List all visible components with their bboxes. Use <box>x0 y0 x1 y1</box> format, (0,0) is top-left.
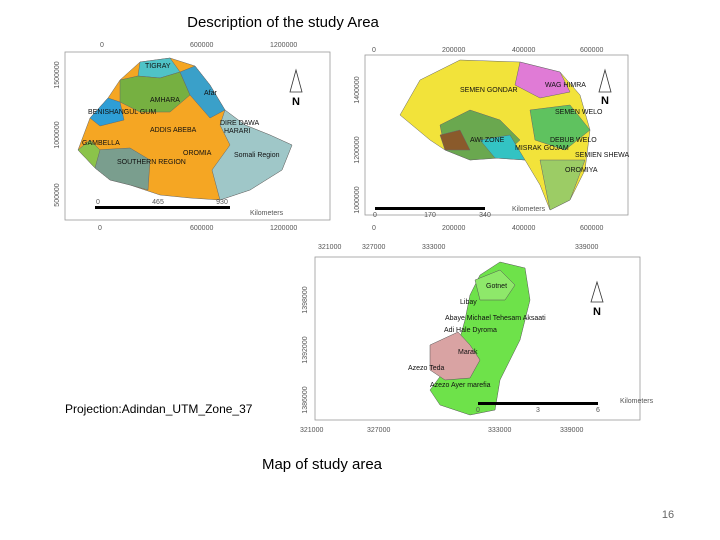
coordinate-label: 1200000 <box>270 42 297 49</box>
coordinate-label: 0 <box>100 42 104 49</box>
scale-label: 0 <box>476 407 480 414</box>
region-label: Abaye Michael Tehesam Aksaati <box>445 315 546 322</box>
coordinate-label: 1392000 <box>302 336 309 363</box>
scale-unit: Kilometers <box>512 206 546 213</box>
region-label: WAG HIMRA <box>545 82 586 89</box>
map-region <box>375 59 612 211</box>
region-label: SEMIEN SHEWA <box>575 152 630 159</box>
north-arrow-label: N <box>601 95 609 107</box>
coordinate-label: 1200000 <box>270 225 297 232</box>
coordinate-label: 1200000 <box>354 136 361 163</box>
coordinate-label: 1398000 <box>302 286 309 313</box>
region-label: OROMIYA <box>565 167 598 174</box>
coordinate-label: 400000 <box>512 225 535 232</box>
region-label: Marak <box>458 349 478 356</box>
coordinate-label: 1000000 <box>54 121 61 148</box>
coordinate-label: 600000 <box>580 47 603 54</box>
scale-label: 170 <box>424 212 436 219</box>
scale-label: 465 <box>152 199 164 206</box>
region-label: BENISHANGUL GUM <box>88 109 156 116</box>
region-label: GAMBELLA <box>82 140 120 147</box>
coordinate-label: 321000 <box>300 427 323 434</box>
region-label: DIRE DAWA <box>220 120 259 127</box>
scale-label: 930 <box>216 199 228 206</box>
scale-label: 0 <box>373 212 377 219</box>
region-label: DEBUB WELO <box>550 137 597 144</box>
coordinate-label: 0 <box>98 225 102 232</box>
region-label: Somali Region <box>234 152 280 159</box>
region-label: Libay <box>460 299 477 306</box>
coordinate-label: 600000 <box>190 42 213 49</box>
region-label: AMHARA <box>150 97 180 104</box>
coordinate-label: 333000 <box>422 244 445 251</box>
region-label: MISRAK GOJAM <box>515 145 569 152</box>
coordinate-label: 339000 <box>575 244 598 251</box>
scale-unit: Kilometers <box>620 398 654 405</box>
region-label: SOUTHERN REGION <box>117 159 186 166</box>
scale-label: 0 <box>96 199 100 206</box>
region-label: AWI ZONE <box>470 137 505 144</box>
coordinate-label: 327000 <box>362 244 385 251</box>
coordinate-label: 600000 <box>580 225 603 232</box>
map-study-area <box>429 261 604 416</box>
north-arrow-label: N <box>292 96 300 108</box>
coordinate-label: 1400000 <box>354 76 361 103</box>
coordinate-label: 1000000 <box>354 186 361 213</box>
region-label: Azezo Ayer marefia <box>430 382 491 389</box>
coordinate-label: 1386000 <box>302 386 309 413</box>
region-label: HARARI <box>224 128 251 135</box>
coordinate-label: 321000 <box>318 244 341 251</box>
coordinate-label: 600000 <box>190 225 213 232</box>
coordinate-label: 200000 <box>442 47 465 54</box>
figure-caption: Map of study area <box>262 456 383 473</box>
region-label: Afar <box>204 90 218 97</box>
map-ethiopia <box>77 57 303 209</box>
coordinate-label: 200000 <box>442 225 465 232</box>
coordinate-label: 0 <box>372 47 376 54</box>
scale-label: 340 <box>479 212 491 219</box>
scale-label: 3 <box>536 407 540 414</box>
slide-title: Description of the study Area <box>187 14 379 31</box>
region-label: Azezo Teda <box>408 365 445 372</box>
coordinate-label: 333000 <box>488 427 511 434</box>
scale-label: 6 <box>596 407 600 414</box>
region-label: Gotnet <box>486 283 507 290</box>
region-label: SEMEN WELO <box>555 109 603 116</box>
coordinate-label: 1500000 <box>54 61 61 88</box>
page-number: 16 <box>662 509 674 521</box>
scale-unit: Kilometers <box>250 210 284 217</box>
region-label: ADDIS ABEBA <box>150 127 197 134</box>
region-label: TIGRAY <box>145 63 171 70</box>
region-label: Adi Hale Dyroma <box>444 327 497 334</box>
coordinate-label: 400000 <box>512 47 535 54</box>
projection-note: Projection:Adindan_UTM_Zone_37 <box>65 402 253 416</box>
region-label: SEMEN GONDAR <box>460 87 518 94</box>
coordinate-label: 0 <box>372 225 376 232</box>
north-arrow-label: N <box>593 306 601 318</box>
coordinate-label: 500000 <box>54 183 61 206</box>
coordinate-label: 339000 <box>560 427 583 434</box>
coordinate-label: 327000 <box>367 427 390 434</box>
region-label: OROMIA <box>183 150 212 157</box>
